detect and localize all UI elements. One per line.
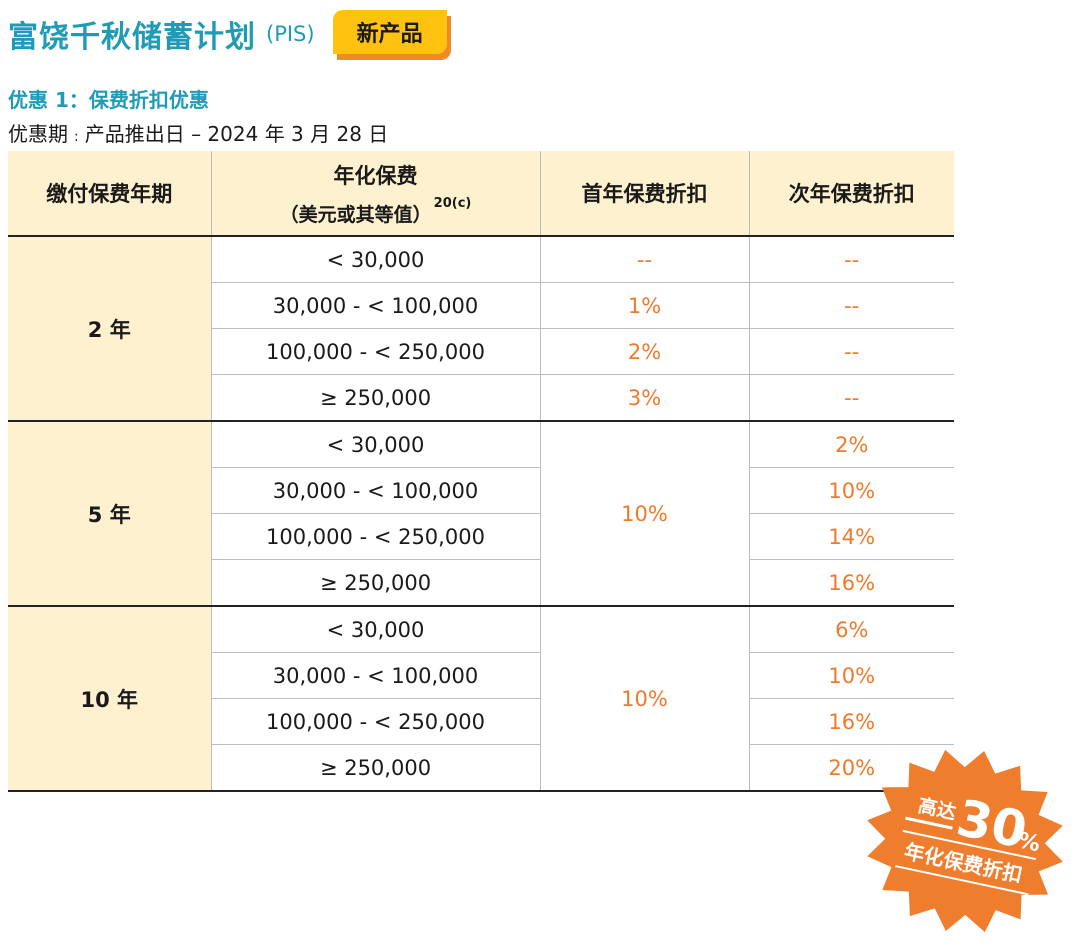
- first-year-cell: --: [540, 236, 750, 283]
- second-year-cell: --: [749, 282, 954, 329]
- first-year-merged-cell: 10%: [540, 421, 750, 607]
- table-row: 2 年 < 30,000 -- --: [8, 236, 954, 422]
- range-cell: ≥ 250,000: [211, 744, 541, 792]
- second-year-cell: 10%: [749, 467, 954, 514]
- header-premium-line1: 年化保费: [333, 163, 418, 188]
- table-row: 100,000 - < 250,000 16%: [8, 698, 954, 745]
- page-title: 富饶千秋储蓄计划: [8, 20, 256, 55]
- table-row: ≥ 250,000 16%: [8, 559, 954, 607]
- term-cell: 5 年: [8, 421, 212, 607]
- second-year-cell: 2%: [749, 421, 954, 468]
- range-cell: ≥ 250,000: [211, 374, 541, 422]
- second-year-cell: 16%: [749, 559, 954, 607]
- second-year-cell: 14%: [749, 513, 954, 560]
- range-cell: ≥ 250,000: [211, 559, 541, 607]
- table-row: 10 年 < 30,000 10% 6%: [8, 606, 954, 792]
- header-premium-line2: （美元或其等值）: [279, 203, 432, 226]
- range-cell: 30,000 - < 100,000: [211, 652, 541, 699]
- second-year-cell: 6%: [749, 606, 954, 653]
- first-year-cell: 3%: [540, 374, 750, 422]
- header-premium: 年化保费 （美元或其等值）20(c): [211, 151, 541, 237]
- burst-caption-underline: [895, 865, 1029, 896]
- new-product-badge: 新产品: [332, 10, 451, 60]
- term-cell: 2 年: [8, 236, 212, 422]
- header-first-year: 首年保费折扣: [540, 151, 750, 237]
- second-year-cell: 16%: [749, 698, 954, 745]
- range-cell: < 30,000: [211, 606, 541, 653]
- header-term: 缴付保费年期: [8, 151, 212, 237]
- range-cell: 100,000 - < 250,000: [211, 328, 541, 375]
- range-cell: 100,000 - < 250,000: [211, 513, 541, 560]
- offer-period-label: 优惠期: [8, 122, 68, 146]
- burst-star-shape: [867, 749, 1063, 933]
- burst-number: 30: [952, 789, 1032, 860]
- table-row: 100,000 - < 250,000 14%: [8, 513, 954, 560]
- term-cell: 10 年: [8, 606, 212, 792]
- table-row: 100,000 - < 250,000 2% --: [8, 328, 954, 375]
- first-year-cell: 2%: [540, 328, 750, 375]
- discount-table: 缴付保费年期 年化保费 （美元或其等值）20(c) 首年保费折扣 次年保费折扣 …: [8, 151, 954, 792]
- table-row: ≥ 250,000 3% --: [8, 374, 954, 422]
- offer-title: 优惠 1：保费折扣优惠: [8, 88, 209, 112]
- second-year-cell: --: [749, 374, 954, 422]
- header-premium-note: 20(c): [433, 195, 472, 211]
- table-row: 30,000 - < 100,000 10%: [8, 652, 954, 699]
- range-cell: < 30,000: [211, 236, 541, 283]
- plan-code: (PIS): [266, 22, 315, 46]
- first-year-merged-cell: 10%: [540, 606, 750, 792]
- table-row: 30,000 - < 100,000 1% --: [8, 282, 954, 329]
- range-cell: 100,000 - < 250,000: [211, 698, 541, 745]
- badge-label: 新产品: [332, 10, 447, 54]
- range-cell: < 30,000: [211, 421, 541, 468]
- burst-percent: %: [1016, 828, 1043, 857]
- table-row: 30,000 - < 100,000 10%: [8, 467, 954, 514]
- range-cell: 30,000 - < 100,000: [211, 282, 541, 329]
- first-year-cell: 1%: [540, 282, 750, 329]
- burst-caption-rule: [902, 829, 1036, 861]
- discount-burst-badge: 高达 30 % 年化保费折扣: [867, 749, 1063, 933]
- header-second-year: 次年保费折扣: [749, 151, 954, 237]
- title-row: 富饶千秋储蓄计划 (PIS) 新产品: [8, 8, 451, 60]
- burst-underline: [905, 816, 953, 830]
- second-year-cell: 10%: [749, 652, 954, 699]
- range-cell: 30,000 - < 100,000: [211, 467, 541, 514]
- table-row: 5 年 < 30,000 10% 2%: [8, 421, 954, 607]
- offer-period-value: 产品推出日 – 2024 年 3 月 28 日: [84, 122, 389, 146]
- table-header-row: 缴付保费年期 年化保费 （美元或其等值）20(c) 首年保费折扣 次年保费折扣: [8, 151, 954, 237]
- second-year-cell: --: [749, 236, 954, 283]
- second-year-cell: --: [749, 328, 954, 375]
- offer-period-separator: :: [74, 129, 79, 145]
- offer-period: 优惠期: 产品推出日 – 2024 年 3 月 28 日: [8, 118, 388, 147]
